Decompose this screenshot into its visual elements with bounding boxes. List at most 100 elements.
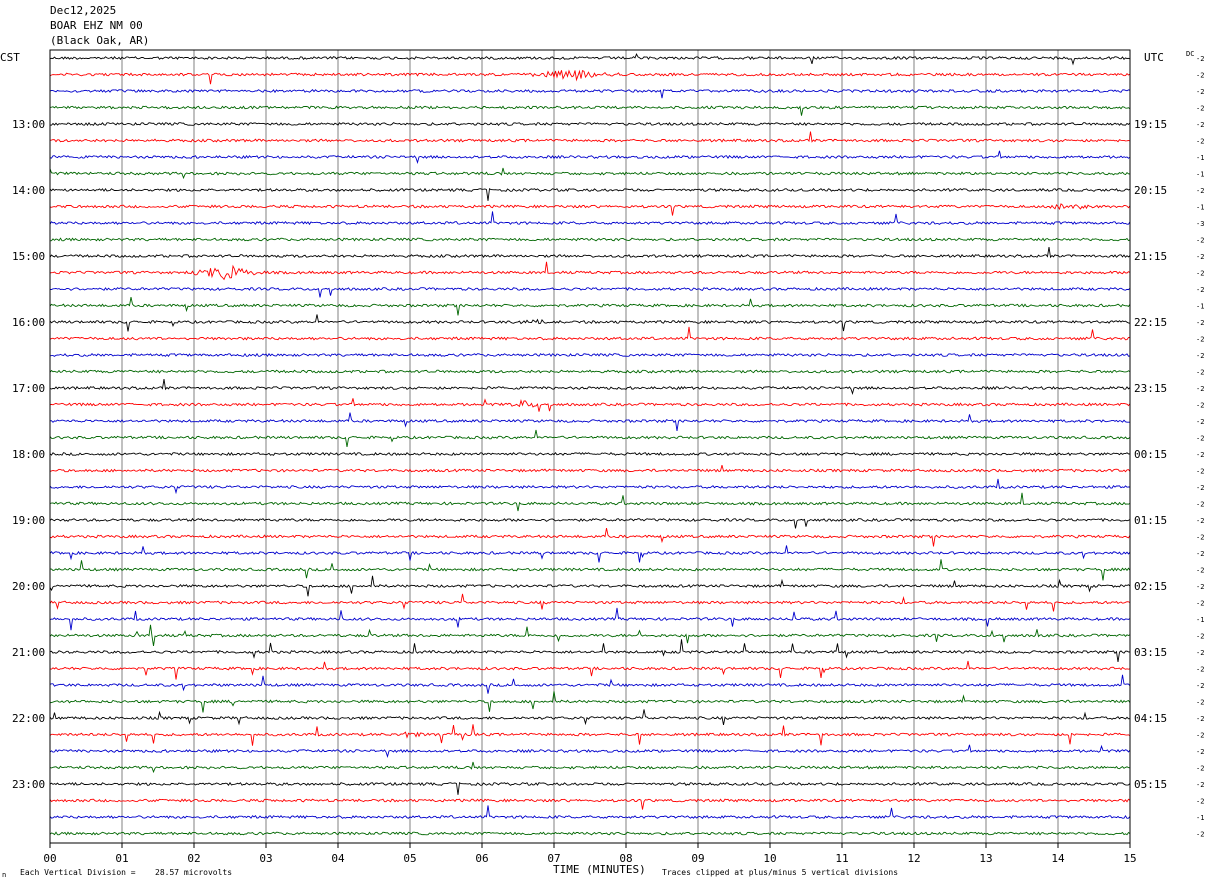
- dc-offset-label: -2: [1196, 187, 1204, 195]
- dc-offset-label: -2: [1196, 402, 1204, 410]
- seismic-trace-38: [49, 674, 1131, 694]
- seismic-trace-1: [49, 69, 1131, 85]
- header-station: BOAR EHZ NM 00: [50, 19, 143, 32]
- seismic-trace-11: [49, 237, 1131, 242]
- x-tick-label: 12: [907, 852, 920, 865]
- left-hour-label: 14:00: [12, 184, 45, 197]
- x-tick-label: 07: [547, 852, 560, 865]
- x-tick-label: 09: [691, 852, 704, 865]
- dc-offset-label: -1: [1196, 154, 1204, 162]
- seismic-trace-3: [49, 105, 1131, 116]
- dc-offset-column: -2 -2 -2 -2 -2 -2 -1 -1 -2 -1 -3 -2 -2 -2 -2 -1 -2 -2 -2 -2…: [1196, 55, 1204, 839]
- dc-offset-label: -2: [1196, 732, 1204, 740]
- x-tick-label: 04: [331, 852, 345, 865]
- right-hour-label: 03:15: [1134, 646, 1167, 659]
- seismic-trace-15: [49, 297, 1131, 316]
- left-hour-label: 15:00: [12, 250, 45, 263]
- seismic-trace-27: [49, 492, 1131, 512]
- seismic-trace-8: [49, 187, 1131, 201]
- dc-offset-label: -1: [1196, 616, 1204, 624]
- x-tick-label: 03: [259, 852, 272, 865]
- seismic-trace-18: [49, 352, 1131, 358]
- seismic-trace-42: [49, 744, 1131, 759]
- seismic-trace-26: [49, 478, 1131, 495]
- x-axis: 00 01 02 03 04 05 06 07 08 09 10 11 12 13 14 15: [43, 843, 1137, 865]
- dc-offset-label: -2: [1196, 55, 1204, 63]
- seismic-trace-4: [49, 121, 1131, 127]
- seismic-trace-46: [49, 805, 1131, 820]
- dc-offset-label: -2: [1196, 649, 1204, 657]
- left-hour-label: 21:00: [12, 646, 45, 659]
- right-hour-label: 04:15: [1134, 712, 1167, 725]
- left-hour-label: 16:00: [12, 316, 45, 329]
- dc-offset-label: -3: [1196, 220, 1204, 228]
- clip-note: Traces clipped at plus/minus 5 vertical …: [662, 868, 898, 877]
- seismic-trace-28: [49, 517, 1131, 529]
- header-location: (Black Oak, AR): [50, 34, 150, 47]
- dc-offset-label: -2: [1196, 633, 1204, 641]
- seismic-trace-17: [49, 326, 1130, 341]
- scale-value: 28.57 microvolts: [155, 868, 232, 877]
- seismic-trace-47: [49, 831, 1131, 836]
- x-tick-label: 05: [403, 852, 416, 865]
- dc-offset-label: -2: [1196, 451, 1204, 459]
- seismic-trace-19: [49, 369, 1131, 374]
- dc-offset-label: -2: [1196, 385, 1204, 393]
- seismic-trace-21: [49, 398, 1131, 412]
- left-hour-label: 22:00: [12, 712, 45, 725]
- left-timezone-label: CST: [0, 51, 20, 64]
- dc-offset-label: -2: [1196, 765, 1204, 773]
- dc-offset-label: -2: [1196, 583, 1204, 591]
- right-hour-label: 19:15: [1134, 118, 1167, 131]
- seismic-trace-44: [49, 781, 1131, 795]
- x-tick-label: 13: [979, 852, 992, 865]
- dc-offset-label: -2: [1196, 270, 1204, 278]
- seismic-trace-34: [49, 607, 1131, 631]
- plot-frame: [49, 49, 1131, 844]
- seismic-trace-20: [49, 379, 1131, 396]
- dc-offset-label: -2: [1196, 105, 1204, 113]
- dc-offset-label: -2: [1196, 699, 1204, 707]
- x-tick-label: 08: [619, 852, 632, 865]
- dc-offset-label: -2: [1196, 88, 1204, 96]
- dc-offset-label: -2: [1196, 715, 1204, 723]
- dc-offset-label: -2: [1196, 435, 1204, 443]
- dc-offset-label: -2: [1196, 831, 1204, 839]
- dc-offset-label: -2: [1196, 600, 1204, 608]
- seismic-trace-43: [49, 761, 1131, 774]
- left-hour-label: 23:00: [12, 778, 45, 791]
- dc-offset-label: -1: [1196, 814, 1204, 822]
- dc-offset-label: -2: [1196, 369, 1204, 377]
- grid: [121, 50, 1059, 843]
- dc-offset-label: -2: [1196, 237, 1204, 245]
- dc-offset-label: -2: [1196, 352, 1204, 360]
- seismic-trace-14: [49, 286, 1131, 298]
- left-hour-label: 13:00: [12, 118, 45, 131]
- seismic-trace-12: [49, 247, 1131, 259]
- dc-offset-label: -2: [1196, 121, 1204, 129]
- dc-offset-label: -2: [1196, 567, 1204, 575]
- seismic-trace-29: [49, 528, 1131, 547]
- dc-offset-label: -2: [1196, 138, 1204, 146]
- seismic-trace-22: [49, 412, 1130, 431]
- dc-offset-label: -2: [1196, 484, 1204, 492]
- right-hour-label: 21:15: [1134, 250, 1167, 263]
- seismic-trace-32: [49, 575, 1131, 597]
- left-hour-label: 17:00: [12, 382, 45, 395]
- dc-offset-label: -2: [1196, 781, 1204, 789]
- dc-offset-label: -1: [1196, 303, 1204, 311]
- seismic-trace-6: [49, 150, 1131, 165]
- dc-offset-label: -1: [1196, 171, 1204, 179]
- x-tick-label: 10: [763, 852, 776, 865]
- seismic-trace-16: [49, 314, 1131, 332]
- seismic-trace-5: [49, 131, 1131, 143]
- seismic-trace-0: [49, 53, 1131, 66]
- right-hour-axis: 19:15 20:15 21:15 22:15 23:15 00:15 01:15 02:15…: [1134, 118, 1167, 791]
- right-hour-label: 23:15: [1134, 382, 1167, 395]
- seismic-trace-31: [49, 559, 1131, 581]
- dc-offset-label: -2: [1196, 501, 1204, 509]
- dc-offset-label: -2: [1196, 748, 1204, 756]
- right-hour-label: 22:15: [1134, 316, 1167, 329]
- dc-offset-label: -2: [1196, 418, 1204, 426]
